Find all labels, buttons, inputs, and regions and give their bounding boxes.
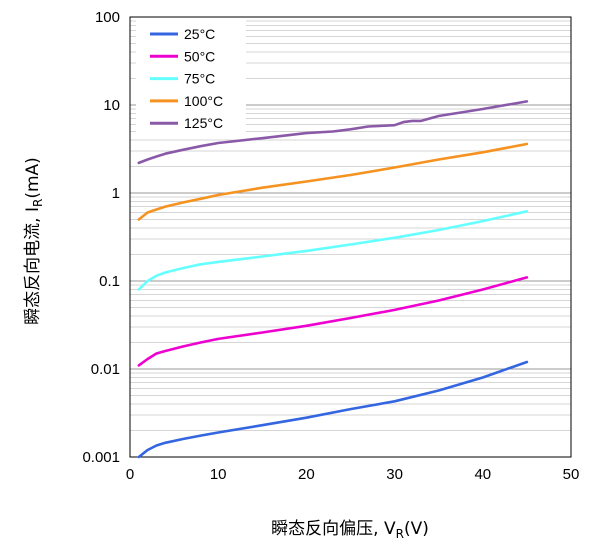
y-tick-label: 0.001 (82, 449, 120, 466)
series-line-50Cc (137, 276, 529, 367)
legend: 25°C 50°C 75°C 100°C 125°C (136, 20, 246, 138)
x-axis-label-sub: R (396, 527, 404, 541)
legend-label: 25°C (184, 26, 215, 42)
x-tick-label: 40 (474, 466, 491, 483)
series-layer (137, 100, 529, 459)
x-axis-label-main: 瞬态反向偏压, V (271, 519, 396, 539)
y-tick-label: 10 (103, 97, 120, 114)
y-axis-label-sub: R (31, 199, 45, 207)
legend-label: 75°C (184, 71, 215, 87)
y-tick-label: 0.01 (91, 361, 120, 378)
legend-label: 125°C (184, 115, 223, 131)
x-axis-label: 瞬态反向偏压, VR(V) (271, 519, 429, 541)
x-tick-label: 30 (386, 466, 403, 483)
x-axis-label-unit: (V) (404, 519, 429, 539)
series-line-25Cc (137, 360, 529, 459)
legend-label: 100°C (184, 93, 223, 109)
series-line-125Cc (137, 100, 529, 165)
plot-area-frame (129, 16, 572, 458)
x-tick-label: 10 (210, 466, 227, 483)
x-tick-label: 50 (563, 466, 580, 483)
y-axis-label-unit: (mA) (23, 157, 43, 198)
y-tick-label: 0.1 (99, 273, 120, 290)
x-tick-label: 20 (298, 466, 315, 483)
tick-labels: 0 10 20 30 40 50 0.001 0.01 0.1 1 10 100 (82, 9, 579, 483)
y-tick-label: 1 (112, 185, 120, 202)
series-line-75Cc (137, 210, 529, 291)
y-tick-label: 100 (95, 9, 120, 26)
series-line-100Cc (137, 142, 529, 221)
y-axis-label-main: 瞬态反向电流, I (23, 207, 43, 325)
x-tick-label: 0 (126, 466, 134, 483)
minor-gridlines (130, 20, 571, 431)
y-axis-label: 瞬态反向电流, IR(mA) (23, 157, 45, 325)
legend-label: 50°C (184, 48, 215, 64)
